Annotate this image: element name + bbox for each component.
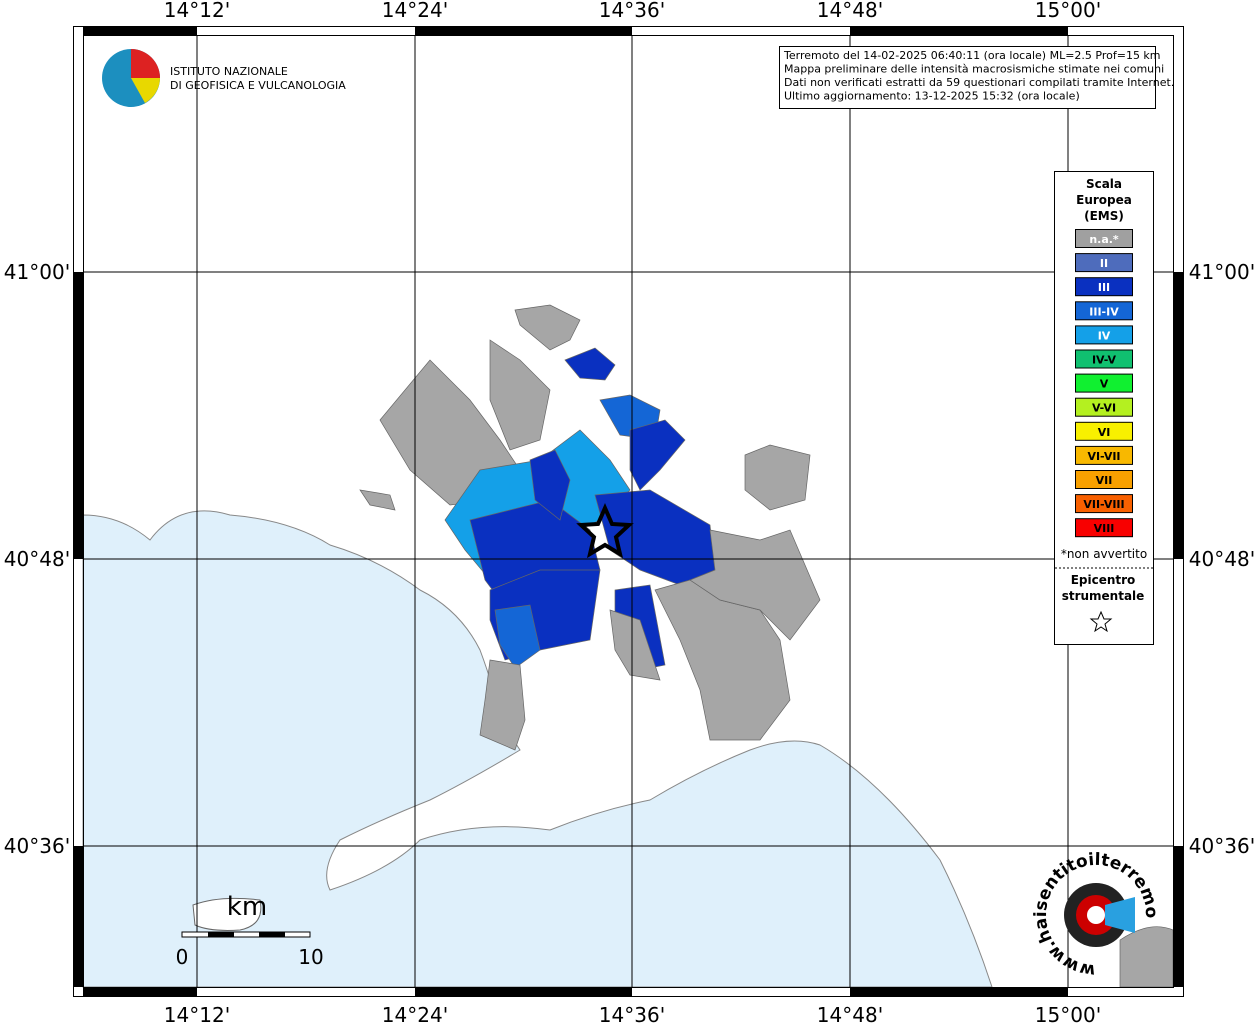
legend-swatch xyxy=(1075,494,1133,514)
legend-epicenter: strumentale xyxy=(1062,589,1145,603)
info-line: Ultimo aggiornamento: 13-12-2025 15:32 (… xyxy=(784,90,1080,103)
land-corner xyxy=(1119,926,1174,988)
epicenter xyxy=(576,503,634,559)
info-box xyxy=(779,46,1156,109)
info-line: Terremoto del 14-02-2025 06:40:11 (ora l… xyxy=(783,49,1161,62)
logo-line: DI GEOFISICA E VULCANOLOGIA xyxy=(170,79,346,92)
legend-title: (EMS) xyxy=(1084,209,1124,223)
island xyxy=(192,897,262,931)
info-line: Mappa preliminare delle intensità macros… xyxy=(784,63,1164,76)
scale-tick: 10 xyxy=(298,945,323,969)
legend-title: Europea xyxy=(1076,193,1132,207)
lon-label: 14°48' xyxy=(817,0,883,22)
legend-label: V-VI xyxy=(1092,402,1116,415)
legend-label: V xyxy=(1100,378,1109,391)
lat-label: 41°00' xyxy=(4,260,70,284)
legend-swatch xyxy=(1075,470,1133,489)
legend-label: VII xyxy=(1096,474,1113,487)
lat-label: 40°36' xyxy=(4,834,70,858)
scale-bar: km 0 10 xyxy=(176,892,324,969)
legend-swatch xyxy=(1075,277,1133,297)
legend-title: Scala xyxy=(1086,177,1122,191)
scale-tick: 0 xyxy=(176,945,189,969)
lon-label: 14°48' xyxy=(817,1003,883,1024)
legend-label: VI-VII xyxy=(1087,450,1120,463)
legend-star xyxy=(1089,610,1113,633)
legend-label: III-IV xyxy=(1089,305,1119,318)
legend-label: III xyxy=(1098,281,1110,294)
legend-label: n.a.* xyxy=(1089,233,1119,246)
ingv-logo: ISTITUTO NAZIONALE DI GEOFISICA E VULCAN… xyxy=(102,49,346,107)
lon-label: 14°12' xyxy=(164,0,230,22)
lon-label: 14°12' xyxy=(164,1003,230,1024)
lon-label: 15°00' xyxy=(1035,1003,1101,1024)
legend-swatch xyxy=(1075,518,1133,538)
legend-label: VIII xyxy=(1094,522,1115,535)
legend-swatch xyxy=(1075,253,1133,273)
lon-label: 15°00' xyxy=(1035,0,1101,22)
legend-swatch xyxy=(1075,229,1133,248)
legend-label: II xyxy=(1100,257,1108,270)
legend-swatch xyxy=(1075,301,1133,321)
lat-label: 40°48' xyxy=(4,547,70,571)
lat-label: 40°36' xyxy=(1189,834,1255,858)
info-line: Dati non verificati estratti da 59 quest… xyxy=(784,76,1174,89)
frame xyxy=(73,26,1184,997)
legend-label: VII-VIII xyxy=(1083,498,1124,511)
sea xyxy=(82,510,993,988)
legend-swatch xyxy=(1075,421,1133,441)
legend-note: *non avvertito xyxy=(1061,547,1147,561)
lon-label: 14°24' xyxy=(382,1003,448,1024)
graticule xyxy=(83,35,1173,987)
lon-label: 14°24' xyxy=(382,0,448,22)
legend-label: VI xyxy=(1098,426,1111,439)
legend-label: IV-V xyxy=(1092,354,1117,367)
legend-swatch xyxy=(1075,397,1133,417)
legend-swatch xyxy=(1075,373,1133,393)
legend-swatch xyxy=(1075,349,1133,369)
legend-swatch xyxy=(1075,325,1133,345)
lat-label: 40°48' xyxy=(1189,547,1255,571)
lon-label: 14°36' xyxy=(599,0,665,22)
logo-line: ISTITUTO NAZIONALE xyxy=(170,65,288,78)
legend-swatch xyxy=(1075,445,1133,465)
legend-epicenter: Epicentro xyxy=(1071,573,1136,587)
lon-label: 14°36' xyxy=(599,1003,665,1024)
lat-label: 41°00' xyxy=(1189,260,1255,284)
scale-unit: km xyxy=(227,892,267,922)
legend-label: IV xyxy=(1098,329,1111,342)
